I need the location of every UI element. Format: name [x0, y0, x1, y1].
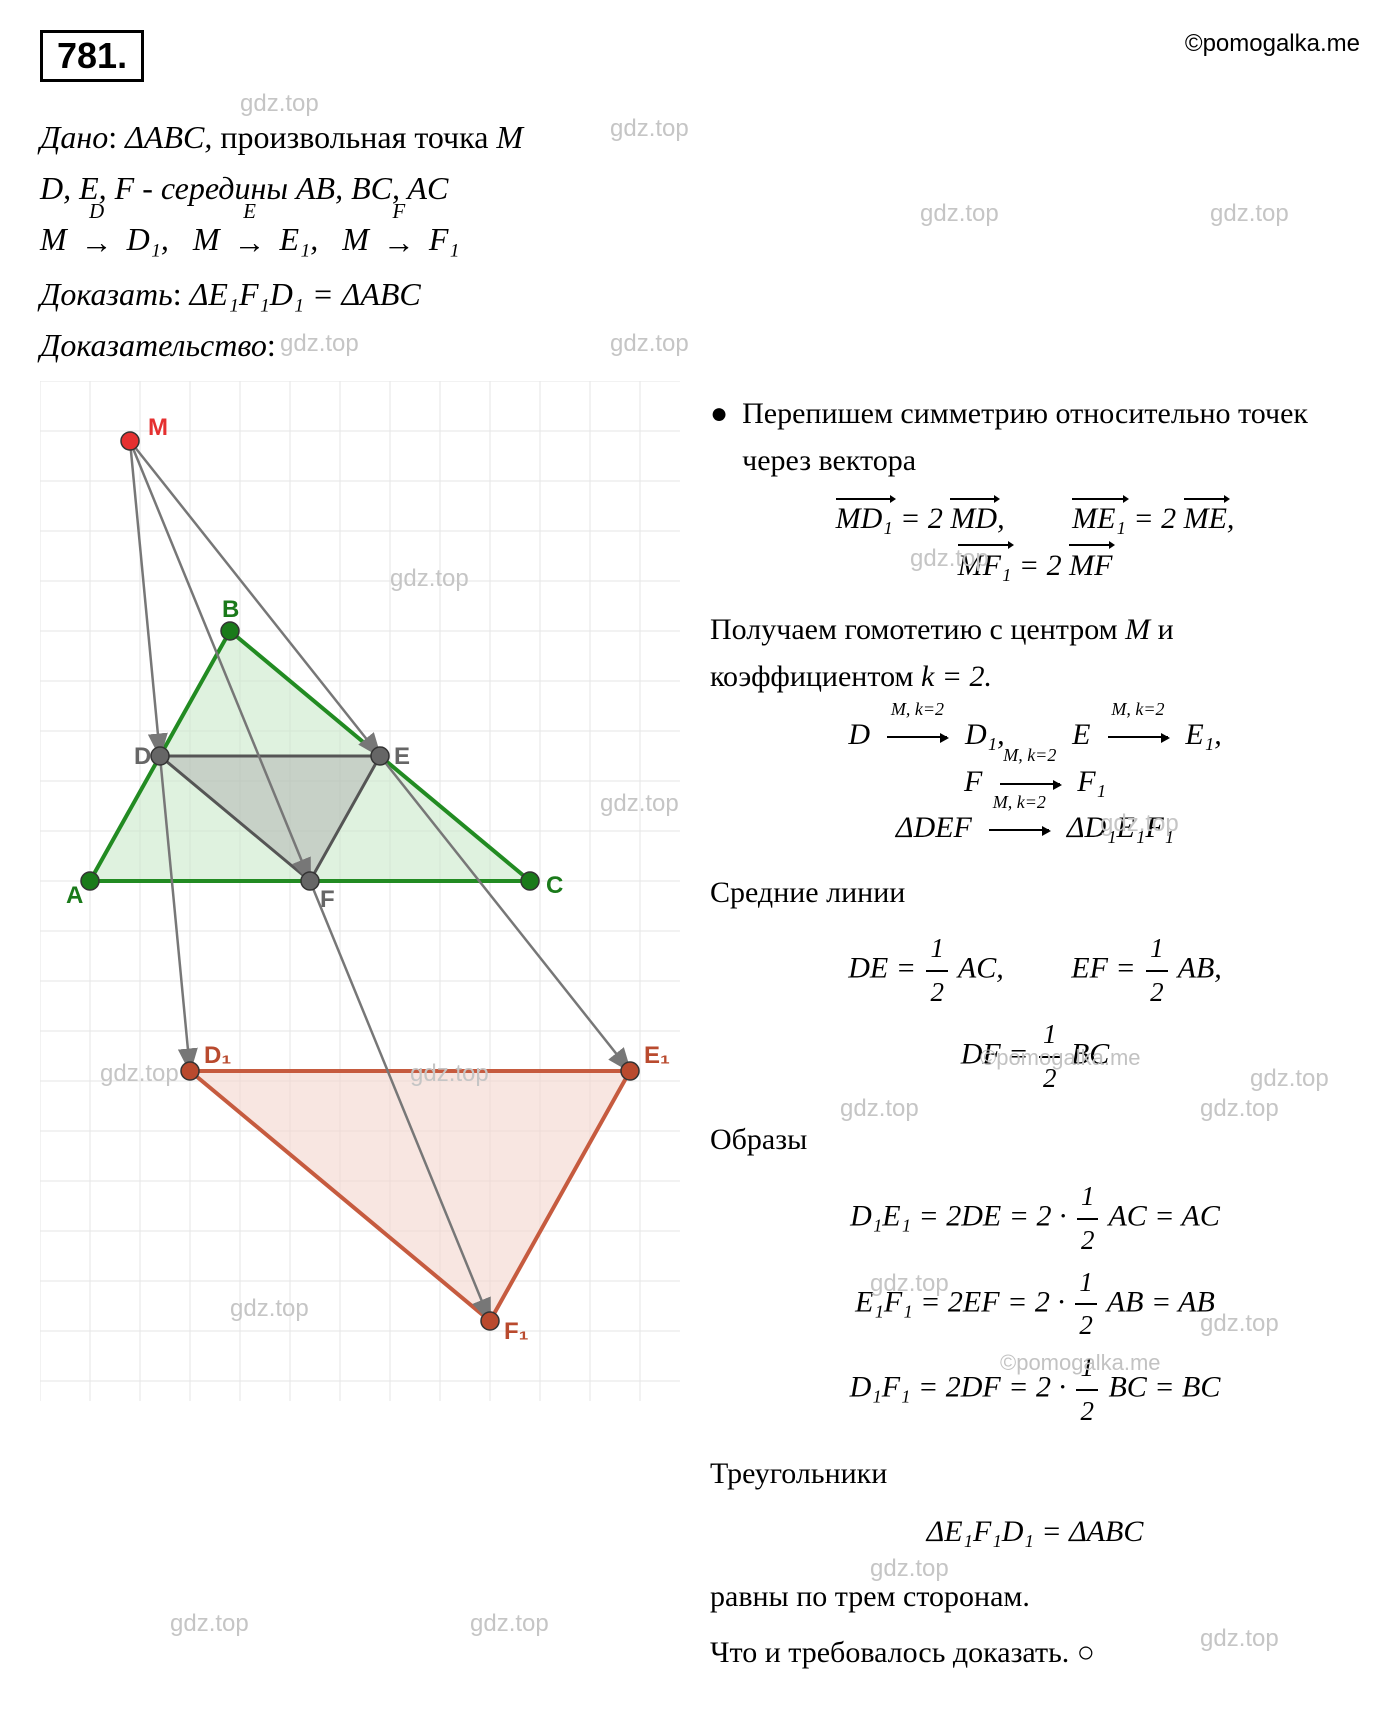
problem-number: 781. — [40, 30, 144, 82]
hom-E1: E₁ — [1185, 718, 1214, 751]
svg-text:D: D — [134, 743, 151, 770]
svg-text:F₁: F₁ — [504, 1318, 529, 1345]
proof-p3: Средние линии — [710, 870, 1360, 917]
vec-MF1: MF₁ — [958, 549, 1012, 582]
diagram-svg: M A B C D E F D₁ E₁ F₁ — [40, 381, 680, 1401]
map-E1: E₁ — [280, 221, 311, 257]
vec-MD: MD — [950, 502, 997, 535]
half-d1: 2 — [926, 972, 948, 1014]
svg-text:E: E — [394, 743, 410, 770]
half-d4: 2 — [1077, 1220, 1099, 1262]
half-n3: 1 — [1039, 1014, 1061, 1058]
half-n1: 1 — [926, 928, 948, 972]
vec-MD1: MD₁ — [836, 502, 893, 535]
label-given: Дано — [40, 119, 108, 155]
hom-F1: F₁ — [1077, 765, 1106, 798]
arrow-label-E: E — [234, 195, 266, 228]
svg-text:D₁: D₁ — [204, 1042, 231, 1069]
arrow2: → — [234, 224, 266, 260]
svg-text:C: C — [546, 872, 563, 899]
proof-p2d: k = 2. — [921, 660, 992, 693]
vec-ME: ME — [1184, 502, 1227, 535]
given-text1: произвольная точка — [220, 119, 488, 155]
map-D1: D₁ — [127, 221, 161, 257]
given-block: Дано: ΔABC, произвольная точка M D, E, F… — [40, 112, 1360, 371]
half-d5: 2 — [1075, 1305, 1097, 1347]
mid-DF-b: BC — [1071, 1037, 1109, 1070]
proof-p2b: M — [1125, 613, 1150, 646]
half-d3: 2 — [1039, 1058, 1061, 1100]
vec-MF: MF — [1069, 549, 1112, 582]
given-M: M — [496, 119, 523, 155]
proof-text: Перепишем симметрию относительно точек ч… — [710, 381, 1360, 1687]
arrow-label-F: F — [383, 195, 415, 228]
proof-p7: Что и требовалось доказать. ○ — [710, 1630, 1360, 1677]
eq-2a: = 2 — [900, 502, 943, 535]
hom-lbl3: M, k=2 — [1000, 742, 1060, 770]
svg-text:M: M — [148, 414, 168, 441]
svg-text:B: B — [222, 596, 239, 623]
mid-DF-a: DF = — [961, 1037, 1029, 1070]
hom-DEF: ΔDEF — [896, 811, 972, 844]
hom-lbl1: M, k=2 — [887, 696, 947, 724]
proof-p2a: Получаем гомотетию с центром — [710, 613, 1118, 646]
half-n4: 1 — [1077, 1176, 1099, 1220]
triangle-d1e1f1 — [190, 1071, 630, 1321]
img2a: E₁F₁ = 2EF = 2 · — [855, 1285, 1065, 1318]
arrow-label-D: D — [81, 195, 113, 228]
geometry-diagram: M A B C D E F D₁ E₁ F₁ — [40, 381, 680, 1687]
mid-EF-a: EF = — [1071, 952, 1135, 985]
hom-D1E1F1: ΔD₁E₁F₁ — [1067, 811, 1174, 844]
half-n5: 1 — [1075, 1262, 1097, 1306]
eq-2c: = 2 — [1019, 549, 1062, 582]
half-n6: 1 — [1076, 1347, 1098, 1391]
svg-text:E₁: E₁ — [644, 1042, 670, 1069]
hom-lbl4: M, k=2 — [989, 789, 1049, 817]
proof-p6: равны по трем сторонам. — [710, 1574, 1360, 1621]
svg-text:F: F — [320, 886, 335, 913]
img1b: AC = AC — [1108, 1200, 1219, 1233]
map-M1: M — [40, 221, 67, 257]
half-d6: 2 — [1076, 1391, 1098, 1433]
img3b: BC = BC — [1108, 1371, 1220, 1404]
vec-ME1: ME₁ — [1072, 502, 1126, 535]
copyright-header: ©pomogalka.me — [1185, 30, 1360, 58]
hom-lbl2: M, k=2 — [1108, 696, 1168, 724]
half-d2: 2 — [1146, 972, 1168, 1014]
hom-E: E — [1072, 718, 1090, 751]
eq-2b: = 2 — [1133, 502, 1176, 535]
map-M2: M — [193, 221, 220, 257]
prove-eq: ΔE₁F₁D₁ = ΔABC — [190, 276, 421, 312]
given-tri: ΔABC, — [125, 119, 212, 155]
img3a: D₁F₁ = 2DF = 2 · — [850, 1371, 1066, 1404]
hom-D: D — [848, 718, 870, 751]
label-proof: Доказательство — [40, 327, 267, 363]
eq-final: ΔE₁F₁D₁ = ΔABC — [927, 1515, 1144, 1548]
proof-p5: Треугольники — [710, 1451, 1360, 1498]
svg-text:A: A — [66, 882, 83, 909]
img1a: D₁E₁ = 2DE = 2 · — [850, 1200, 1066, 1233]
map-F1: F₁ — [429, 221, 460, 257]
img2b: AB = AB — [1107, 1285, 1215, 1318]
hom-D1: D₁ — [965, 718, 997, 751]
label-prove: Доказать — [40, 276, 173, 312]
mid-DE-a: DE = — [848, 952, 916, 985]
proof-p1: Перепишем симметрию относительно точек ч… — [742, 391, 1360, 484]
grid — [40, 381, 680, 1401]
arrow1: → — [81, 224, 113, 260]
proof-p4: Образы — [710, 1117, 1360, 1164]
mid-DE-b: AC, — [958, 952, 1004, 985]
arrow3: → — [383, 224, 415, 260]
half-n2: 1 — [1146, 928, 1168, 972]
hom-F: F — [964, 765, 982, 798]
mid-EF-b: AB, — [1178, 952, 1222, 985]
map-M3: M — [342, 221, 369, 257]
